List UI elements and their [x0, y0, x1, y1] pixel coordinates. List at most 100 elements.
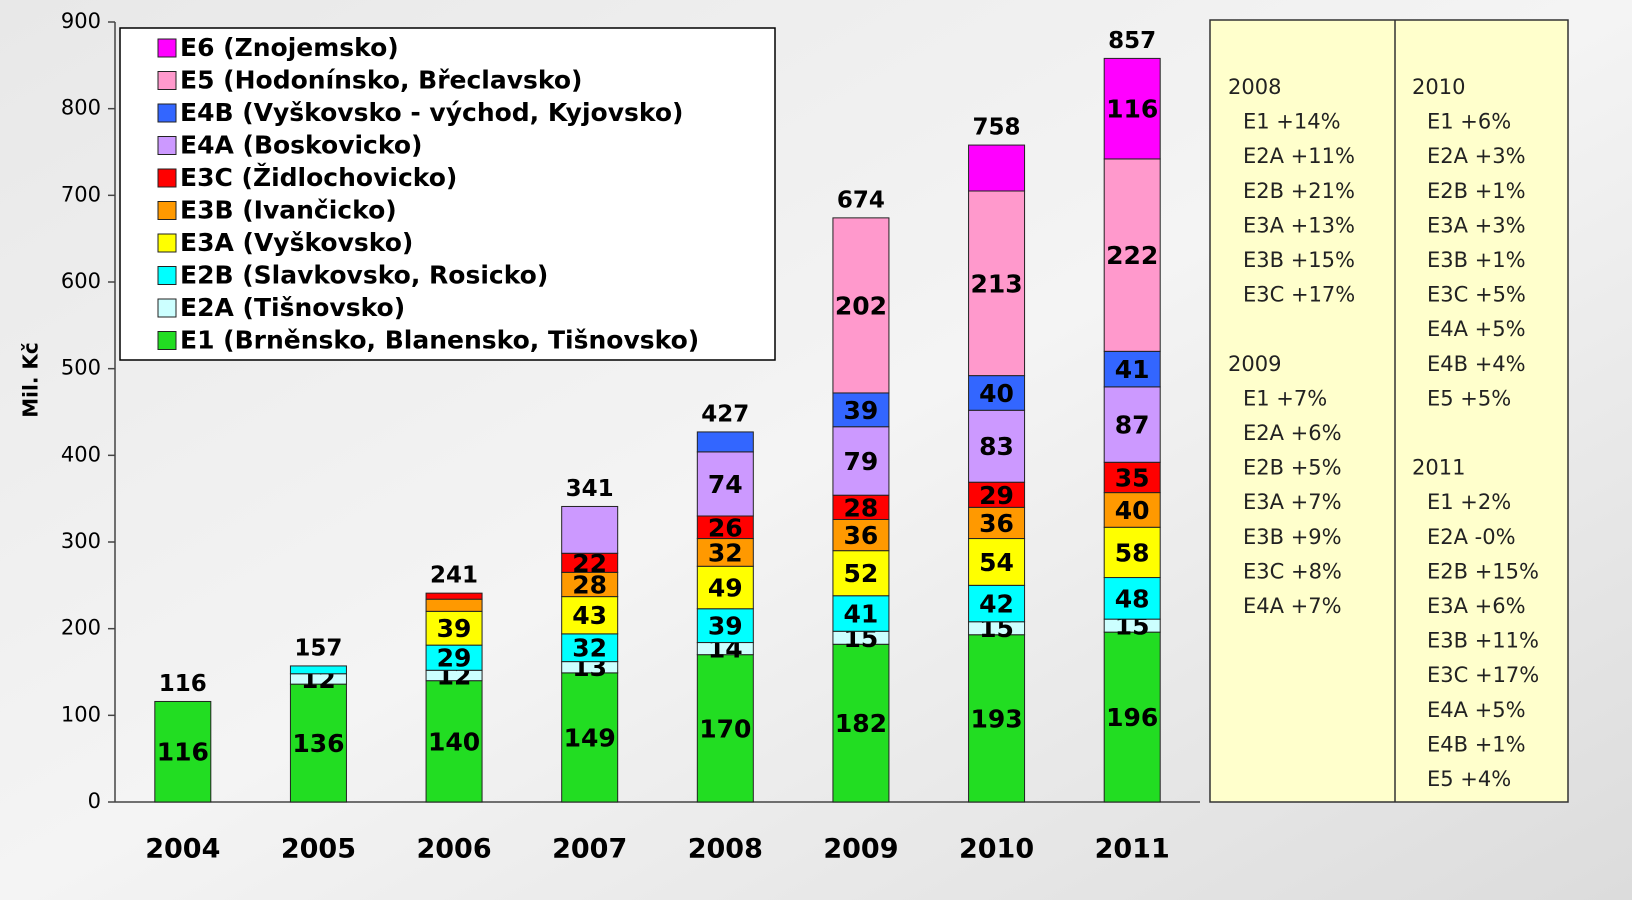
bar-segment [154, 700, 212, 803]
segment-label: 39 [437, 614, 472, 643]
note-item: E3B +11% [1427, 629, 1539, 653]
bar-segment [425, 592, 483, 600]
x-tick-label: 2009 [823, 834, 898, 865]
legend-swatch [157, 201, 177, 220]
legend-label: E4B (Vyškovsko - východ, Kyjovsko) [180, 98, 683, 127]
note-item: E1 +14% [1243, 110, 1341, 134]
segment-label: 42 [979, 590, 1014, 619]
bar-segment [968, 584, 1026, 623]
y-tick-label: 600 [61, 269, 101, 293]
bar-segment [696, 431, 754, 453]
note-item: E5 +4% [1427, 767, 1511, 791]
segment-label: 41 [844, 600, 879, 629]
segment-label: 79 [844, 447, 879, 476]
note-item: E3B +9% [1243, 525, 1342, 549]
y-tick-label: 100 [61, 702, 101, 726]
note-year: 2010 [1412, 75, 1465, 99]
legend-swatch [157, 71, 177, 90]
bar-segment [696, 654, 754, 803]
note-item: E3A +7% [1243, 490, 1342, 514]
segment-label: 193 [970, 704, 1022, 733]
note-item: E3C +5% [1427, 283, 1526, 307]
total-label: 116 [159, 671, 207, 697]
note-item: E2A +6% [1243, 421, 1342, 445]
legend-swatch [157, 331, 177, 350]
note-year: 2008 [1228, 75, 1281, 99]
bar-segment [968, 538, 1026, 586]
legend-label: E3C (Židlochovicko) [180, 163, 457, 192]
segment-label: 28 [844, 493, 879, 522]
y-tick-label: 400 [61, 442, 101, 466]
segment-label: 196 [1106, 703, 1158, 732]
segment-label: 116 [1106, 95, 1158, 124]
note-item: E3A +3% [1427, 213, 1526, 237]
total-label: 427 [701, 401, 749, 427]
total-label: 241 [430, 563, 478, 589]
segment-label: 48 [1115, 584, 1150, 613]
total-label: 674 [837, 187, 885, 213]
total-label: 758 [973, 115, 1021, 141]
note-year: 2011 [1412, 456, 1465, 480]
note-item: E1 +7% [1243, 386, 1327, 410]
bar-segment [561, 596, 619, 635]
legend-swatch [157, 298, 177, 318]
legend-label: E3A (Vyškovsko) [180, 228, 413, 257]
y-tick-label: 800 [61, 96, 101, 120]
note-item: E2B +15% [1427, 559, 1539, 583]
x-tick-label: 2011 [1095, 834, 1170, 865]
segment-label: 116 [157, 738, 209, 767]
segment-label: 39 [708, 612, 743, 641]
bar-segment [832, 518, 890, 552]
note-item: E3B +1% [1427, 248, 1526, 272]
bar-segment [832, 217, 890, 394]
bar-segment [561, 505, 619, 554]
note-item: E1 +6% [1427, 110, 1511, 134]
note-item: E1 +2% [1427, 490, 1511, 514]
segment-label: 202 [835, 291, 887, 320]
legend-swatch [157, 266, 177, 285]
bar-segment [1103, 526, 1161, 579]
note-item: E4A +5% [1427, 317, 1526, 341]
segment-label: 29 [979, 481, 1014, 510]
segment-label: 140 [428, 727, 480, 756]
y-tick-label: 900 [61, 9, 101, 33]
bar-segment [968, 634, 1026, 803]
segment-label: 32 [572, 634, 607, 663]
segment-label: 170 [699, 714, 751, 743]
legend-label: E4A (Boskovicko) [180, 131, 422, 160]
bar-segment [425, 644, 483, 671]
bar-segment [968, 409, 1026, 483]
bar-segment [696, 451, 754, 517]
note-year: 2009 [1228, 352, 1281, 376]
segment-label: 136 [292, 729, 344, 758]
bar-segment [1103, 631, 1161, 803]
note-item: E2B +1% [1427, 179, 1526, 203]
bar-segment [968, 144, 1026, 192]
note-item: E4B +1% [1427, 732, 1526, 756]
y-tick-label: 700 [61, 182, 101, 206]
y-axis-label: Mil. Kč [19, 342, 43, 418]
bar-segment [289, 665, 347, 675]
legend-label: E1 (Brněnsko, Blanensko, Tišnovsko) [180, 326, 699, 355]
bar-segment [289, 683, 347, 803]
segment-label: 213 [970, 269, 1022, 298]
segment-label: 83 [979, 432, 1014, 461]
x-tick-label: 2005 [281, 834, 356, 865]
bar-segment [832, 643, 890, 803]
bar-segment [425, 598, 483, 612]
legend [119, 27, 776, 361]
note-item: E4B +4% [1427, 352, 1526, 376]
segment-label: 43 [572, 601, 607, 630]
y-tick-label: 500 [61, 356, 101, 380]
note-item: E3C +17% [1243, 283, 1355, 307]
segment-label: 35 [1115, 463, 1150, 492]
bar-segment [832, 426, 890, 496]
x-tick-label: 2006 [416, 834, 491, 865]
bar-segment [968, 506, 1026, 540]
segment-label: 40 [979, 379, 1014, 408]
bar-segment [425, 680, 483, 803]
bar-segment [832, 494, 890, 520]
segment-label: 36 [844, 521, 879, 550]
bar-segment [1103, 57, 1161, 160]
